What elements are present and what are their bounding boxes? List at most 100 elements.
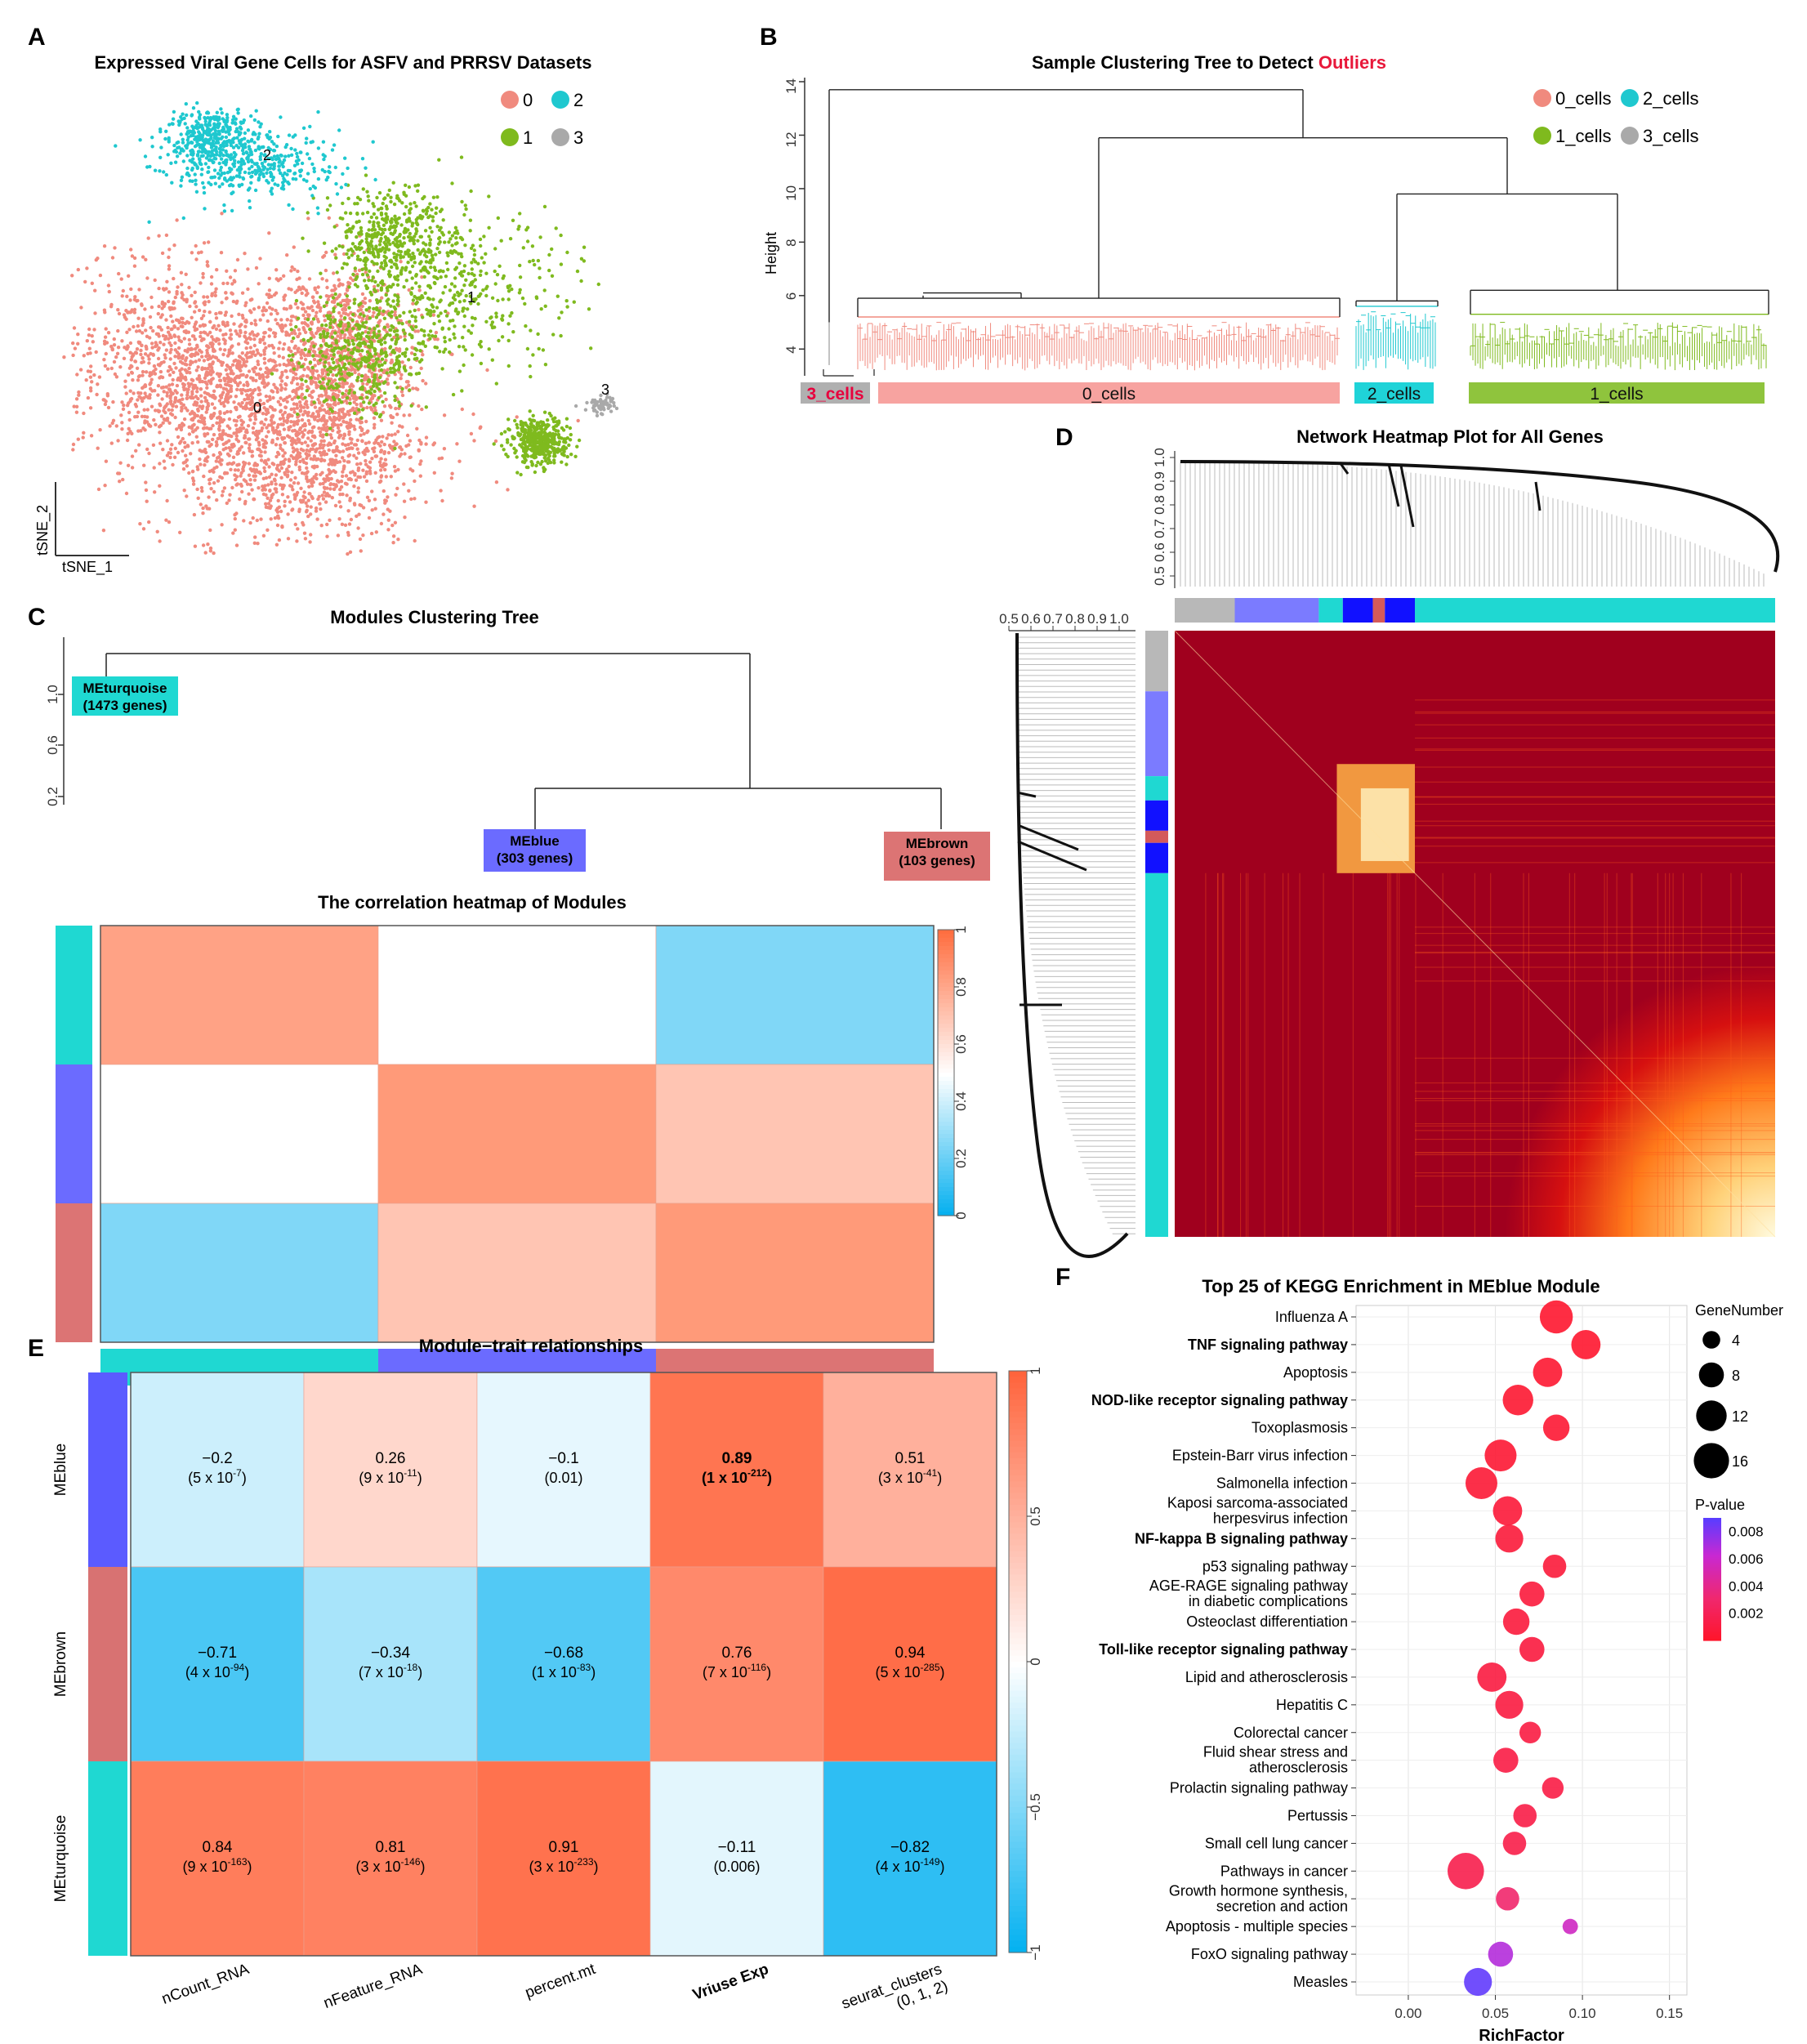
tsne-point (424, 382, 428, 386)
tsne-point (255, 348, 259, 352)
tsne-point (551, 417, 555, 422)
tsne-point (392, 363, 396, 367)
tsne-point (374, 530, 378, 534)
tsne-point (185, 393, 190, 397)
tsne-point (103, 341, 107, 346)
tsne-point (348, 211, 353, 216)
tsne-point (506, 488, 510, 492)
tsne-point (306, 338, 310, 343)
tsne-point (196, 496, 200, 500)
tsne-point (309, 369, 313, 373)
tsne-point (302, 328, 306, 332)
tsne-point (484, 287, 489, 291)
tsne-point (239, 484, 243, 488)
tsne-point (383, 360, 387, 365)
tsne-point (370, 233, 374, 237)
tsne-point (265, 301, 270, 306)
tsne-point (364, 263, 368, 267)
tsne-point (264, 502, 268, 506)
tsne-point (342, 464, 346, 468)
tsne-point (187, 342, 192, 346)
tsne-point (321, 339, 326, 343)
tsne-point (243, 334, 247, 338)
tsne-point (471, 412, 475, 417)
tsne-point (349, 446, 353, 450)
tsne-point (216, 358, 221, 363)
tsne-point (391, 181, 395, 185)
tsne-point (287, 354, 292, 358)
tsne-point (373, 362, 377, 367)
tsne-point (361, 533, 365, 538)
tsne-point (470, 353, 475, 357)
tsne-point (377, 363, 381, 368)
tsne-point (508, 314, 512, 318)
tsne-point (364, 419, 368, 424)
tsne-point (180, 393, 184, 397)
tsne-point (276, 431, 280, 435)
tsne-point (418, 462, 422, 466)
tsne-point (228, 493, 232, 497)
tsne-point (371, 447, 375, 451)
tsne-point (413, 201, 417, 205)
tsne-point (383, 501, 387, 505)
tsne-point (347, 522, 352, 526)
tsne-point (468, 218, 473, 222)
tsne-point (127, 426, 131, 431)
tsne-point (199, 281, 203, 285)
tsne-point (428, 337, 432, 341)
tsne-point (292, 481, 297, 485)
tsne-point (361, 321, 365, 325)
tsne-point (292, 423, 297, 427)
tsne-point (292, 402, 297, 406)
tsne-point (337, 377, 342, 382)
tsne-point (329, 353, 333, 358)
tsne-point (368, 299, 373, 303)
tsne-point (323, 319, 327, 323)
tsne-point (555, 429, 560, 433)
tsne-point (120, 339, 124, 343)
tsne-point (259, 421, 263, 425)
tsne-point (245, 383, 250, 387)
tsne-point (190, 470, 195, 474)
tsne-point (389, 314, 394, 319)
tsne-point (407, 383, 411, 387)
tsne-point (301, 449, 306, 453)
tsne-point (216, 337, 221, 341)
tsne-point (255, 518, 259, 523)
tsne-point (183, 368, 187, 372)
tsne-point (167, 306, 172, 310)
tsne-point (381, 435, 385, 439)
tsne-point (197, 358, 202, 362)
tsne-point (322, 485, 327, 489)
tsne-point (348, 355, 352, 359)
tsne-point (547, 252, 551, 257)
tsne-point (422, 241, 426, 245)
tsne-point (124, 309, 128, 313)
tsne-point (252, 498, 256, 502)
tsne-point (287, 346, 291, 350)
tsne-point (292, 410, 297, 414)
tsne-point (169, 368, 173, 372)
tsne-point (390, 421, 394, 425)
tsne-point (319, 439, 323, 444)
tsne-point (158, 423, 163, 427)
tsne-point (402, 236, 406, 240)
tsne-point (372, 261, 377, 266)
tsne-point (195, 487, 199, 492)
tsne-point (92, 373, 96, 377)
tsne-point (268, 498, 273, 502)
tsne-point (328, 433, 332, 437)
tsne-point (365, 286, 369, 291)
tsne-point (323, 268, 328, 273)
tsne-point (355, 234, 359, 239)
tsne-point (413, 319, 417, 323)
tsne-point (343, 306, 347, 311)
tsne-point (311, 317, 316, 321)
tsne-point (235, 257, 240, 262)
tsne-point (158, 341, 163, 345)
tsne-point (371, 275, 375, 279)
tsne-point (436, 314, 440, 318)
tsne-point (379, 349, 384, 353)
tsne-point (299, 301, 303, 305)
tsne-point (479, 269, 483, 274)
